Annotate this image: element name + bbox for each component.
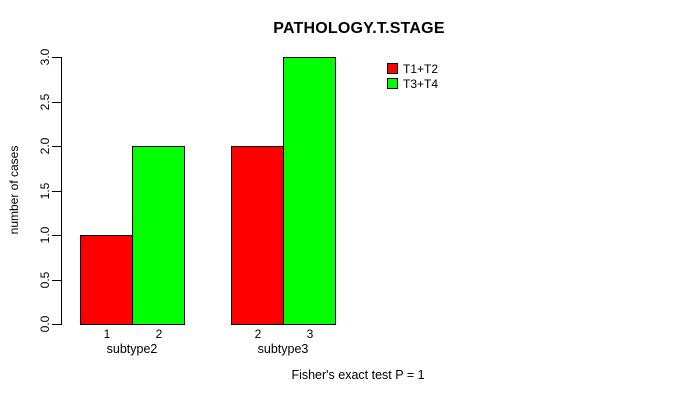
y-tick-label: 3.0: [38, 48, 52, 66]
bar-tick-label: 1: [103, 327, 111, 341]
legend-swatch-icon: [387, 63, 398, 74]
y-axis-title: number of cases: [7, 145, 21, 235]
legend-label: T1+T2: [403, 62, 439, 76]
y-tick-label: 0.0: [38, 315, 52, 333]
y-tick-mark: [52, 235, 61, 236]
bar-subtype3-T3+T4: [283, 57, 336, 325]
y-tick-mark: [52, 101, 61, 103]
bar-subtype3-T1+T2: [231, 146, 284, 325]
bar-subtype2-T1+T2: [80, 235, 133, 325]
y-tick-mark: [52, 146, 61, 147]
y-tick-mark: [52, 57, 61, 58]
chart-title: PATHOLOGY.T.STAGE: [273, 20, 445, 37]
y-tick-label: 2.0: [38, 137, 52, 155]
legend-entry-T1+T2: T1+T2: [387, 63, 447, 75]
y-tick-mark: [52, 324, 61, 325]
bar-subtype2-T3+T4: [132, 146, 185, 325]
y-tick-mark: [52, 190, 61, 192]
bar-tick-label: 2: [254, 327, 262, 341]
y-tick-mark: [52, 279, 61, 281]
bar-tick-label: 3: [306, 327, 314, 341]
y-axis-line: [61, 57, 62, 325]
legend-label: T3+T4: [403, 76, 439, 91]
y-tick-label: 0.5: [38, 271, 52, 288]
legend-entry-T3+T4: T3+T4: [387, 76, 447, 91]
y-tick-label: 1.0: [38, 226, 52, 244]
legend-swatch-icon: [387, 77, 398, 89]
bar-tick-label: 2: [155, 327, 163, 341]
y-tick-label: 2.5: [38, 93, 52, 110]
category-label-subtype2: subtype2: [106, 342, 158, 356]
y-tick-label: 1.5: [38, 182, 52, 199]
category-label-subtype3: subtype3: [257, 342, 309, 356]
stat-test-annotation: Fisher's exact test P = 1: [291, 368, 425, 382]
